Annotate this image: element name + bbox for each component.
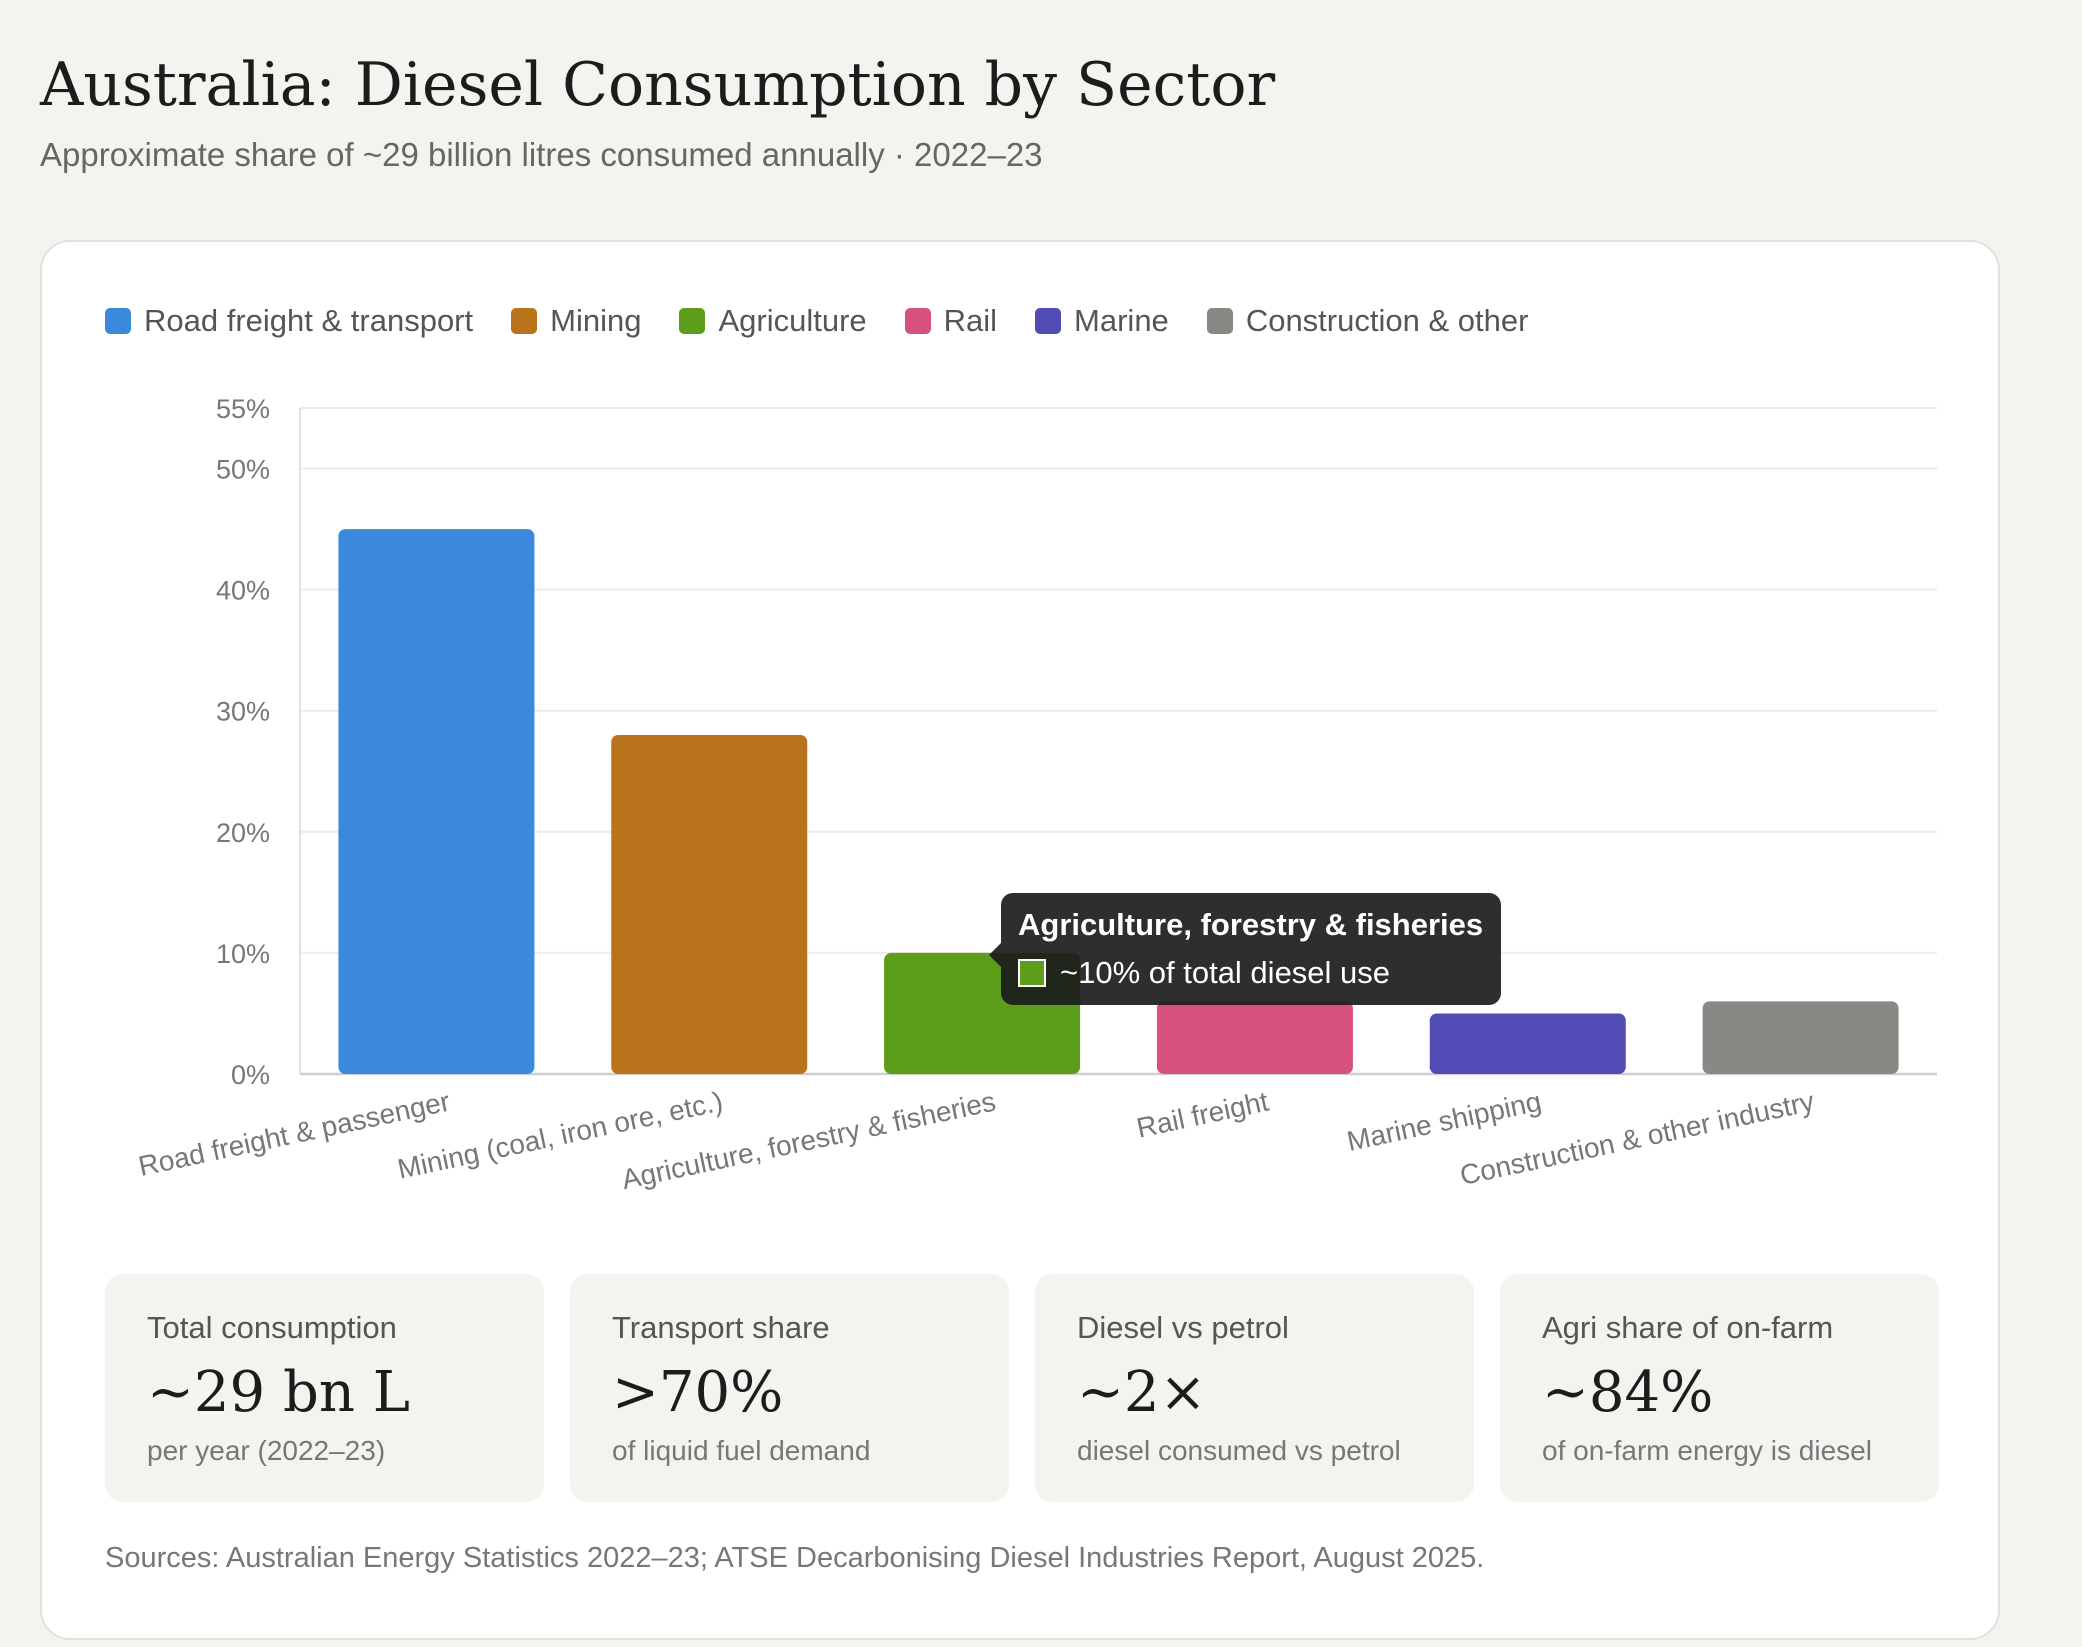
stat-value: >70%	[612, 1360, 784, 1425]
stat-label: Transport share	[612, 1310, 830, 1345]
tooltip-row: ~10% of total diesel use	[1018, 955, 1483, 991]
legend-item-marine[interactable]: Marine	[1035, 303, 1169, 339]
stat-label: Diesel vs petrol	[1077, 1310, 1289, 1345]
stat-value: ~2×	[1077, 1360, 1207, 1425]
bar	[338, 529, 535, 1074]
stats-row: Total consumption ~29 bn L per year (202…	[105, 1274, 1939, 1502]
x-tick-label: Rail freight	[1134, 1086, 1272, 1144]
legend-swatch	[1206, 308, 1233, 334]
legend-label: Marine	[1074, 303, 1169, 338]
stat-card-transport: Transport share >70% of liquid fuel dema…	[570, 1274, 1009, 1502]
stat-note: diesel consumed vs petrol	[1077, 1435, 1401, 1466]
legend-item-construction[interactable]: Construction & other	[1206, 303, 1529, 339]
legend-item-rail[interactable]: Rail	[904, 303, 998, 339]
stat-value: ~29 bn L	[147, 1360, 410, 1425]
y-tick-label: 40%	[216, 576, 270, 606]
legend-label: Mining	[550, 303, 642, 338]
y-tick-label: 30%	[216, 697, 270, 727]
y-tick-label: 10%	[216, 939, 270, 969]
y-tick-label: 50%	[216, 455, 270, 485]
stat-note: of on-farm energy is diesel	[1542, 1435, 1872, 1466]
legend-label: Construction & other	[1245, 303, 1529, 338]
y-tick-label: 20%	[216, 818, 270, 848]
bar	[1156, 1001, 1353, 1074]
legend-swatch	[511, 308, 538, 334]
chart-legend: Road freight & transport Mining Agricult…	[105, 303, 1528, 339]
stat-card-total: Total consumption ~29 bn L per year (202…	[105, 1274, 544, 1502]
stat-label: Agri share of on-farm	[1542, 1310, 1834, 1345]
chart-card: Road freight & transport Mining Agricult…	[40, 240, 2000, 1640]
tooltip-title: Agriculture, forestry & fisheries	[1018, 907, 1484, 942]
legend-swatch	[904, 308, 931, 334]
stat-label: Total consumption	[147, 1310, 397, 1345]
y-tick-label: 0%	[231, 1060, 270, 1090]
tooltip-text: ~10% of total diesel use	[1060, 955, 1391, 990]
legend-label: Road freight & transport	[144, 303, 474, 338]
stat-note: per year (2022–23)	[147, 1435, 386, 1466]
stat-card-agri: Agri share of on-farm ~84% of on-farm en…	[1500, 1274, 1939, 1502]
legend-item-mining[interactable]: Mining	[511, 303, 641, 339]
legend-label: Agriculture	[718, 303, 867, 338]
stat-note: of liquid fuel demand	[612, 1435, 871, 1466]
legend-item-road[interactable]: Road freight & transport	[105, 303, 473, 339]
bar	[611, 734, 808, 1074]
bar-chart: 0%10%20%30%40%50%55%Road freight & passe…	[136, 394, 1937, 1195]
bar	[1429, 1013, 1626, 1074]
legend-item-agriculture[interactable]: Agriculture	[679, 303, 867, 339]
x-tick-label: Marine shipping	[1344, 1086, 1544, 1157]
page-title: Australia: Diesel Consumption by Sector	[40, 50, 1276, 120]
y-tick-label: 55%	[216, 394, 270, 424]
legend-swatch	[105, 308, 131, 334]
stat-value: ~84%	[1542, 1360, 1714, 1425]
page-subtitle: Approximate share of ~29 billion litres …	[40, 136, 1043, 173]
chart-tooltip: Agriculture, forestry & fisheries ~10% o…	[988, 893, 1502, 1005]
legend-label: Rail	[943, 303, 998, 338]
stat-card-diesel-vs-petrol: Diesel vs petrol ~2× diesel consumed vs …	[1035, 1274, 1474, 1502]
legend-swatch	[679, 308, 706, 334]
bar	[1702, 1001, 1899, 1074]
tooltip-swatch	[1018, 959, 1046, 987]
legend-swatch	[1035, 308, 1062, 334]
sources-note: Sources: Australian Energy Statistics 20…	[105, 1542, 1485, 1574]
